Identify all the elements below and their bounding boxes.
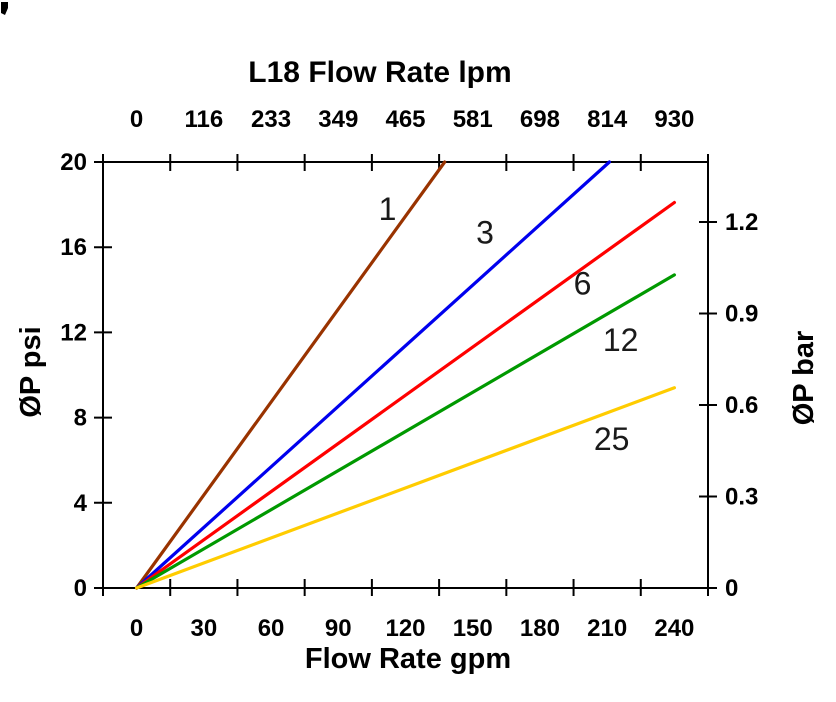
series-label-1: 1 [379,191,397,227]
chart-title: L18 Flow Rate lpm [248,56,511,89]
left-tick-label: 4 [74,490,88,517]
top-tick-label: 698 [520,106,560,133]
top-tick-label: 581 [453,106,493,133]
left-tick-label: 20 [60,149,87,176]
top-tick-label: 349 [318,106,358,133]
right-tick-label: 0.3 [725,484,758,511]
top-tick-label: 930 [654,106,694,133]
series-line-25 [135,386,677,590]
series-labels: 1 3 6 12 25 [379,191,639,457]
right-tick-label: 0 [725,575,738,602]
series-line-3 [135,160,612,590]
bottom-axis-ticks [102,579,709,596]
left-tick-label: 8 [74,405,87,432]
plot-border [102,161,709,589]
series-label-25: 25 [594,421,630,457]
right-tick-label: 0.9 [725,301,758,328]
right-tick-label: 1.2 [725,209,758,236]
bottom-tick-label: 120 [385,615,425,642]
bottom-tick-label: 180 [520,615,560,642]
series-label-3: 3 [476,214,494,250]
series-line-12 [135,273,677,590]
top-tick-label: 465 [385,106,425,133]
right-axis-tick-labels: 0 0.3 0.6 0.9 1.2 [725,209,758,602]
top-axis-tick-labels: 0 116 233 349 465 581 698 814 930 [130,106,694,133]
right-axis-title: ØP bar [788,331,820,426]
right-axis-ticks [699,221,717,589]
left-axis-title: ØP psi [15,326,47,417]
series-label-12: 12 [603,322,639,358]
stray-corner-mark [1,2,8,15]
bottom-tick-label: 30 [190,615,217,642]
top-tick-label: 116 [184,106,223,133]
right-tick-label: 0.6 [725,392,758,419]
top-tick-label: 814 [587,106,628,133]
left-tick-label: 16 [60,234,87,261]
top-axis-ticks [102,154,709,171]
top-tick-label: 233 [251,106,291,133]
left-tick-label: 0 [74,575,87,602]
bottom-axis-title: Flow Rate gpm [305,643,511,675]
bottom-tick-label: 60 [258,615,285,642]
series-line-1 [135,160,447,590]
series-line-6 [135,200,677,590]
series-label-6: 6 [574,265,592,301]
bottom-tick-label: 90 [325,615,352,642]
left-axis-tick-labels: 0 4 8 12 16 20 [60,149,87,602]
bottom-tick-label: 0 [130,615,143,642]
left-axis-ticks [94,161,112,589]
bottom-tick-label: 150 [453,615,493,642]
top-tick-label: 0 [130,106,143,133]
bottom-tick-label: 240 [654,615,694,642]
bottom-axis-tick-labels: 0 30 60 90 120 150 180 210 240 [130,615,694,642]
left-tick-label: 12 [60,319,87,346]
series-lines [135,160,677,590]
bottom-tick-label: 210 [587,615,627,642]
